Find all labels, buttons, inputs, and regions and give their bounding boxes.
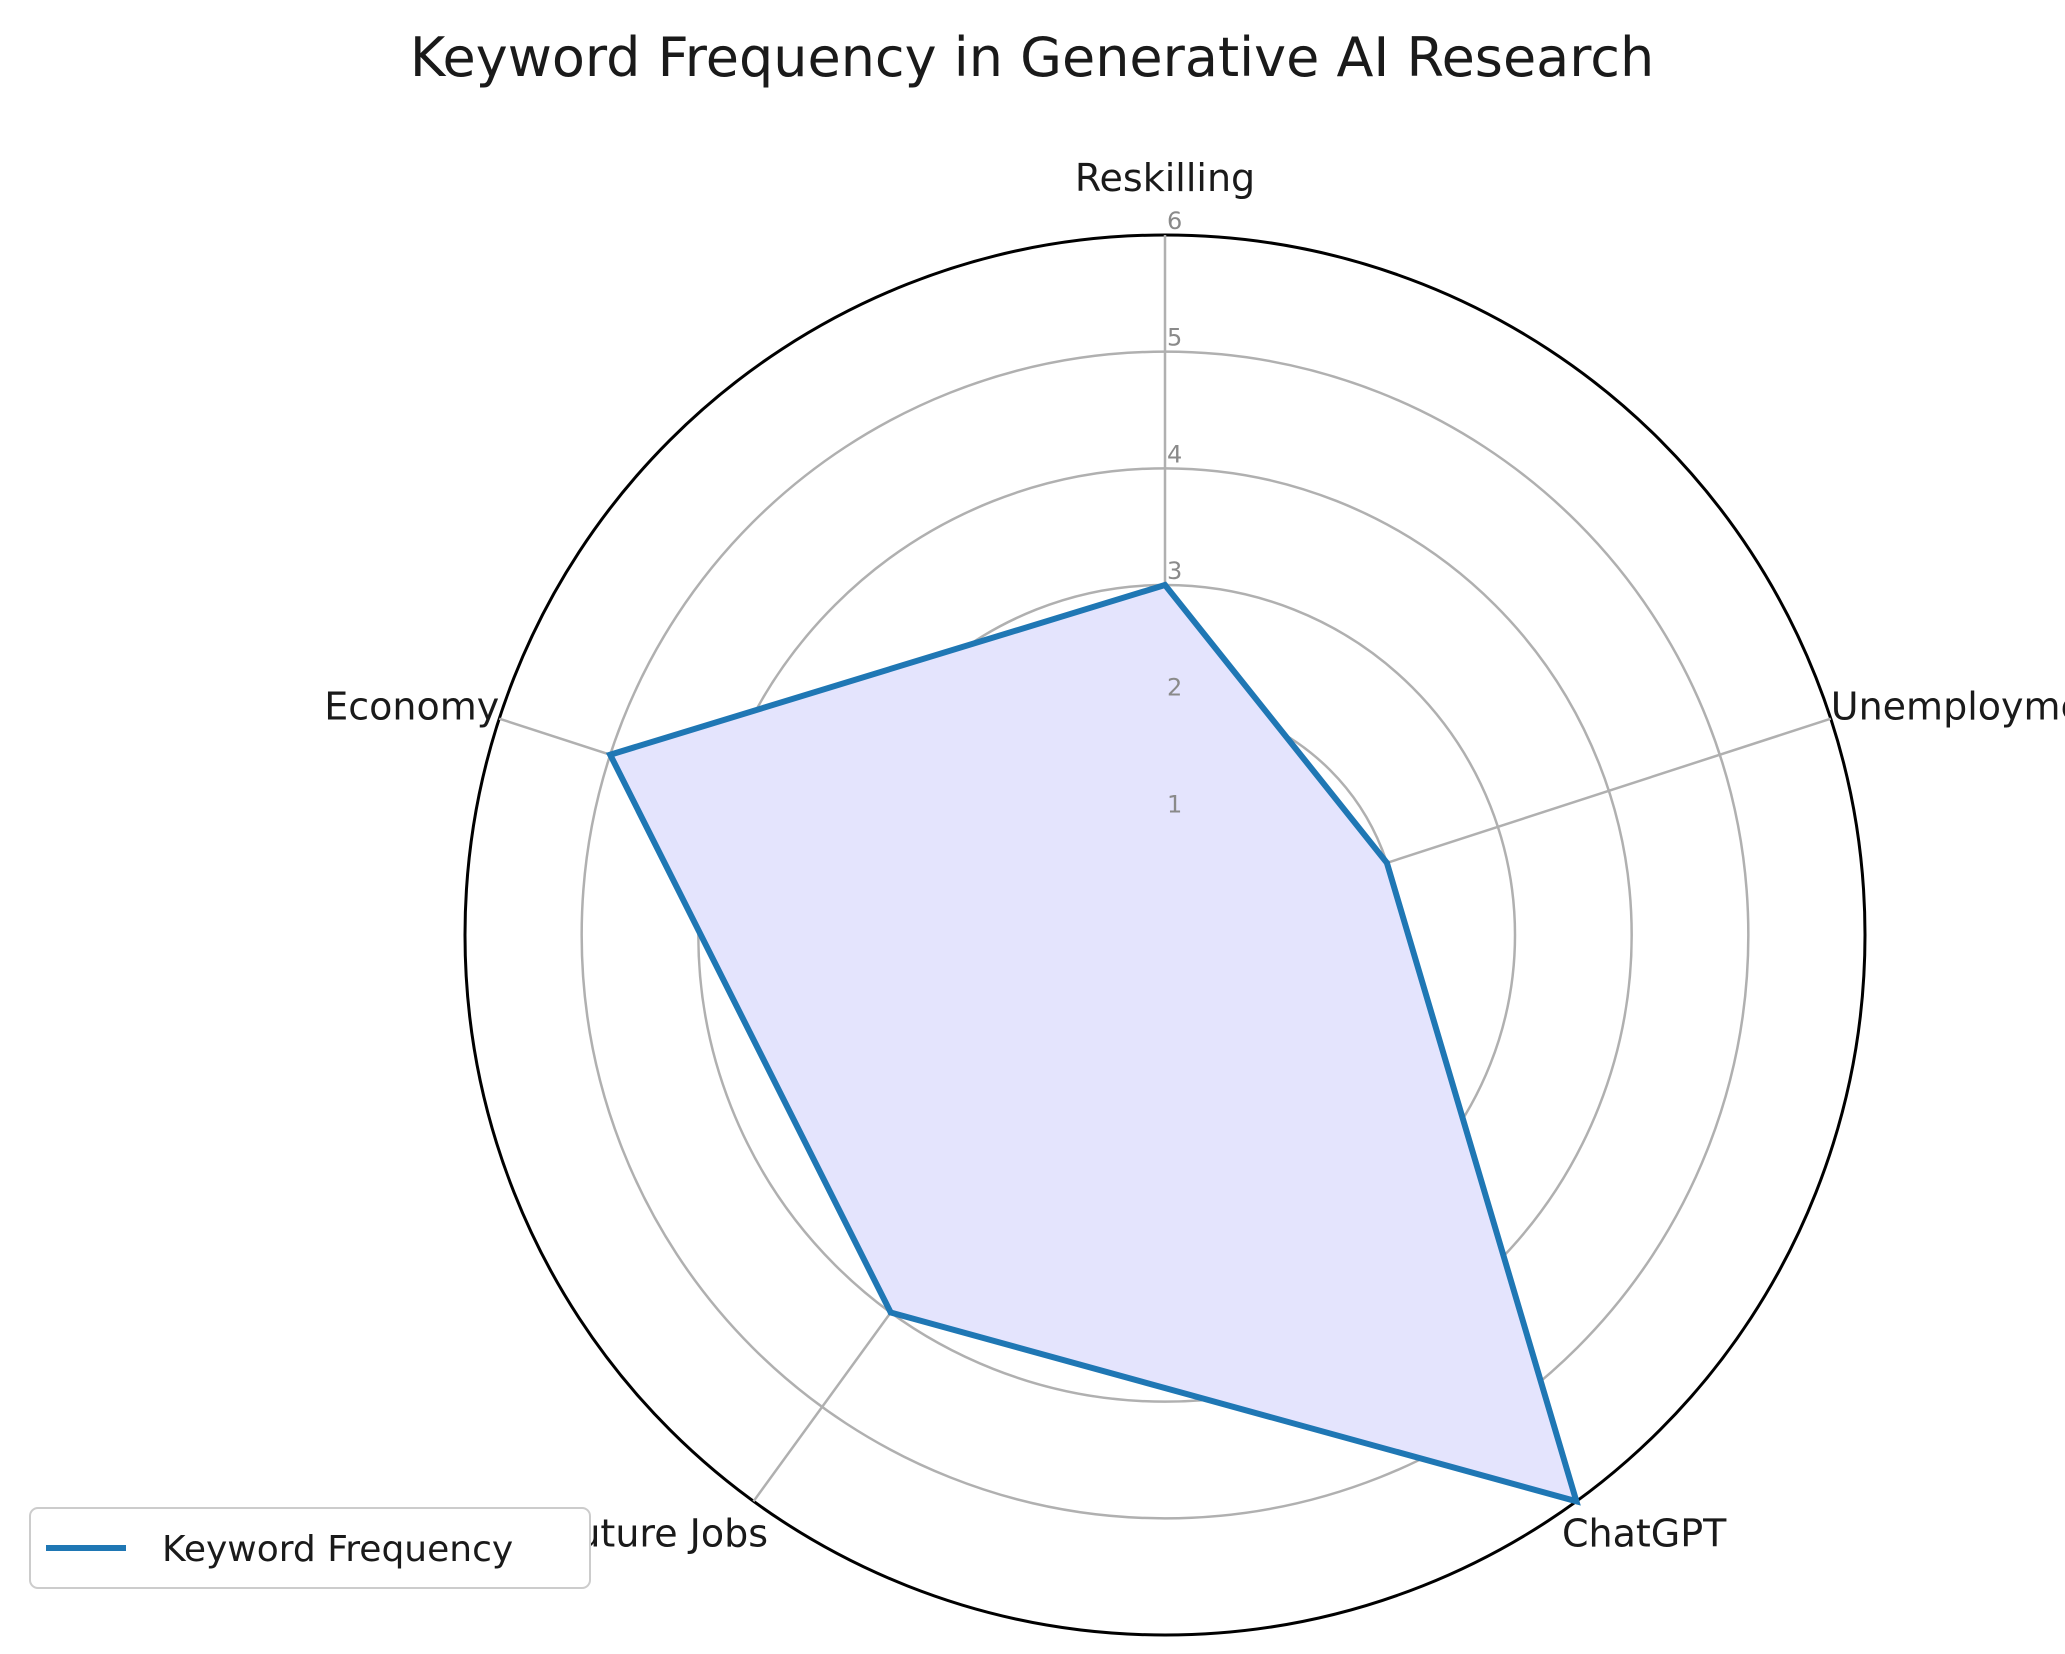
category-label-chatgpt: ChatGPT	[1562, 1512, 1727, 1556]
r-tick-label: 6	[1167, 207, 1182, 235]
legend: Keyword Frequency	[29, 1507, 591, 1589]
chart-title: Keyword Frequency in Generative AI Resea…	[410, 26, 1654, 89]
series-line-0	[605, 581, 1581, 1506]
category-label-future-jobs: Future Jobs	[557, 1512, 768, 1556]
category-labels: Reskilling Unemployment ChatGPT Future Jobs…	[324, 156, 2065, 1556]
series-layer	[605, 581, 1581, 1506]
data-point-unemployment	[1383, 859, 1390, 866]
category-label-unemployment: Unemployment	[1831, 684, 2065, 728]
legend-label: Keyword Frequency	[162, 1529, 513, 1570]
radial-tick-labels: 1 2 3 4 5 6	[1167, 207, 1182, 818]
category-label-reskilling: Reskilling	[1075, 156, 1255, 200]
data-point-future-jobs	[887, 1309, 894, 1316]
legend-box	[29, 1507, 591, 1589]
category-label-economy: Economy	[324, 684, 499, 728]
data-point-chatgpt	[1573, 1498, 1580, 1505]
data-point-economy	[607, 751, 614, 758]
r-tick-label: 2	[1167, 674, 1182, 702]
r-tick-label: 5	[1167, 324, 1182, 352]
r-tick-label: 1	[1167, 790, 1182, 818]
series-area-0	[610, 585, 1577, 1502]
r-tick-label: 4	[1167, 440, 1182, 468]
data-point-reskilling	[1162, 582, 1168, 588]
r-tick-label: 3	[1167, 557, 1182, 585]
